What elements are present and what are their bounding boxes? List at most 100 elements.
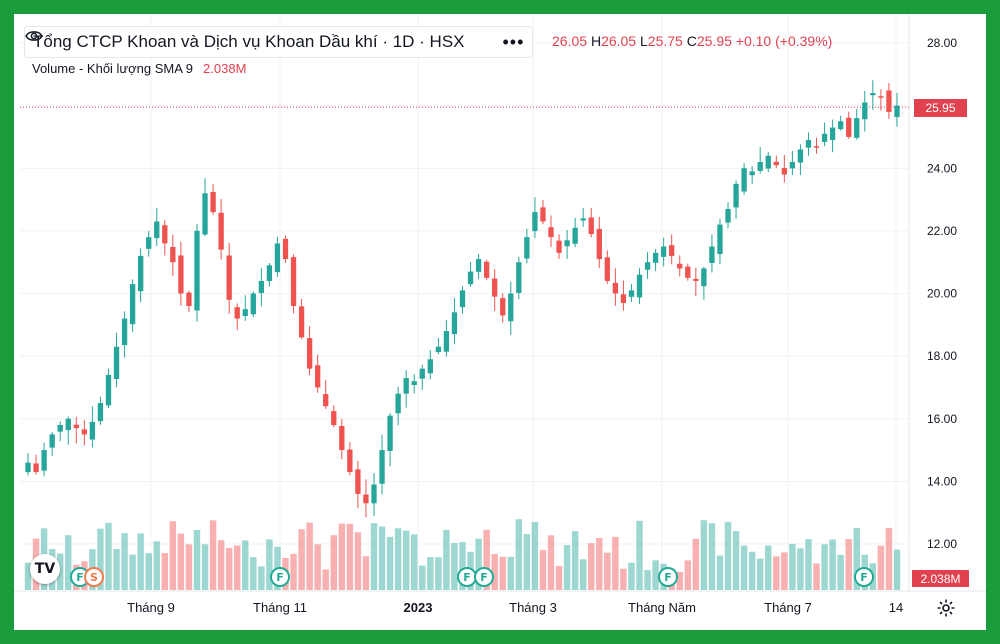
financials-marker[interactable]: F: [854, 567, 874, 587]
candle-body: [242, 309, 248, 317]
financials-marker[interactable]: F: [457, 567, 477, 587]
volume-bar: [676, 571, 683, 590]
candle-body: [371, 484, 377, 504]
volume-bar: [491, 554, 498, 590]
volume-bar: [56, 553, 64, 590]
candle-body: [298, 306, 305, 338]
volume-bar: [217, 540, 225, 590]
candle-body: [765, 155, 771, 169]
x-tick-label: 14: [889, 600, 903, 615]
candle-body: [81, 429, 87, 435]
candle-body: [548, 227, 554, 238]
volume-bar: [121, 533, 128, 590]
candle-body: [628, 290, 635, 297]
volume-bar: [258, 566, 265, 590]
candle-body: [210, 191, 216, 213]
volume-bar: [451, 542, 458, 590]
volume-bar: [394, 528, 402, 590]
candle-body: [685, 266, 691, 278]
volume-bar: [306, 522, 313, 590]
gear-icon[interactable]: [936, 598, 956, 618]
candle-body: [186, 292, 192, 307]
volume-bar: [700, 520, 708, 590]
y-tick-label: 28.00: [927, 36, 957, 50]
volume-bar: [813, 563, 820, 590]
candle-body: [838, 121, 844, 130]
volume-bar: [386, 536, 394, 590]
financials-marker[interactable]: F: [474, 567, 494, 587]
y-tick-label: 16.00: [927, 412, 957, 426]
more-options-icon[interactable]: •••: [502, 32, 525, 52]
x-tick-label: Tháng 11: [253, 600, 307, 615]
candle-body: [379, 450, 385, 484]
candle-body: [749, 171, 755, 176]
volume-bar: [105, 522, 112, 590]
symbol-title: Tổng CTCP Khoan và Dịch vụ Khoan Dầu khí…: [33, 32, 465, 51]
x-tick-label: Tháng Năm: [628, 600, 696, 615]
volume-bar: [443, 529, 450, 590]
volume-bar: [716, 555, 724, 590]
candle-body: [33, 463, 39, 472]
y-tick-label: 22.00: [927, 224, 957, 238]
volume-bar: [773, 556, 780, 590]
split-marker[interactable]: S: [84, 567, 104, 587]
financials-marker[interactable]: F: [658, 567, 678, 587]
price-chart[interactable]: 28.0026.0024.0022.0020.0018.0016.0014.00…: [14, 14, 986, 630]
volume-bar: [129, 554, 136, 590]
volume-tag: 2.038M: [912, 570, 969, 587]
candle-body: [274, 243, 281, 273]
candle-body: [886, 90, 892, 112]
volume-bar: [893, 549, 901, 590]
candle-body: [878, 96, 884, 98]
volume-bar: [740, 545, 748, 590]
volume-bar: [338, 523, 346, 590]
candle-body: [717, 224, 723, 255]
volume-legend[interactable]: Volume - Khối lượng SMA 9 2.038M: [32, 61, 246, 76]
volume-bar: [732, 531, 740, 590]
volume-bar: [571, 531, 579, 590]
candle-body: [693, 278, 699, 281]
candle-body: [757, 161, 763, 171]
candle-body: [677, 263, 683, 269]
volume-bar: [837, 554, 844, 590]
candle-body: [162, 225, 168, 244]
x-tick-label: Tháng 3: [509, 600, 557, 615]
volume-bar: [604, 552, 611, 590]
candle-body: [846, 117, 852, 137]
volume-bar: [628, 562, 635, 590]
volume-bar: [829, 539, 836, 590]
candle-body: [725, 208, 731, 223]
candle-body: [741, 168, 747, 192]
volume-bar: [435, 557, 442, 590]
candle-body: [894, 105, 900, 118]
candle-body: [475, 259, 482, 272]
symbol-header[interactable]: Tổng CTCP Khoan và Dịch vụ Khoan Dầu khí…: [24, 26, 534, 58]
volume-bar: [193, 529, 201, 590]
volume-bar: [797, 548, 804, 590]
eye-icon[interactable]: [25, 31, 493, 51]
volume-bar: [644, 570, 651, 590]
volume-bar: [805, 539, 812, 590]
financials-marker[interactable]: F: [270, 567, 290, 587]
candle-body: [347, 449, 353, 472]
candle-body: [483, 261, 490, 278]
volume-bar: [515, 519, 523, 590]
candle-body: [669, 245, 675, 256]
volume-bar: [475, 538, 482, 590]
candle-body: [194, 230, 200, 311]
tradingview-logo[interactable]: TV: [30, 554, 60, 584]
volume-bar: [756, 558, 764, 590]
ohlc-low: L25.75: [640, 33, 683, 49]
candle-body: [331, 411, 337, 426]
candle-body: [138, 255, 144, 292]
candle-body: [580, 218, 586, 221]
volume-bar: [65, 535, 72, 590]
volume-bar: [821, 544, 828, 590]
volume-bar: [419, 565, 426, 590]
candle-body: [202, 193, 208, 235]
candle-body: [427, 359, 433, 374]
volume-bar: [588, 543, 595, 590]
candle-body: [532, 212, 538, 232]
volume-bar: [225, 547, 233, 590]
